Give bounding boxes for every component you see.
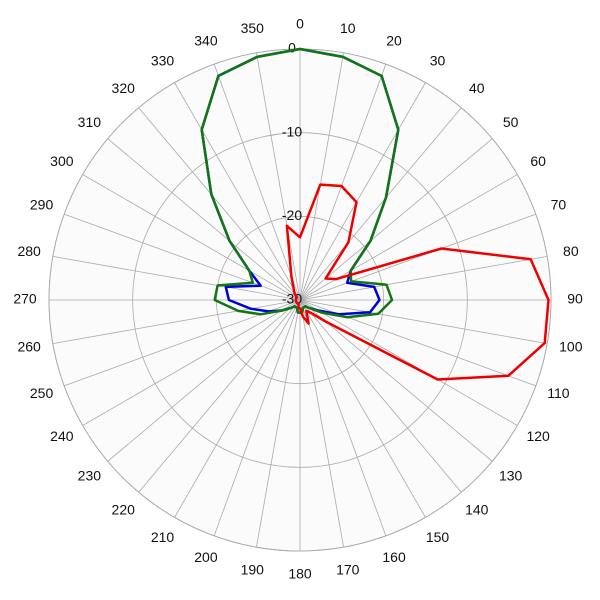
angle-label: 30 (430, 53, 446, 69)
spoke (299, 213, 536, 301)
angle-label: 180 (288, 566, 312, 582)
angle-label: 120 (526, 428, 550, 444)
spoke (138, 299, 301, 493)
spoke (299, 107, 462, 301)
angle-label: 260 (17, 338, 41, 354)
spoke (299, 82, 426, 301)
spoke (107, 138, 301, 301)
spoke (299, 64, 387, 301)
spoke (52, 299, 301, 344)
angle-label: 280 (17, 243, 41, 259)
angle-label: 100 (559, 338, 583, 354)
angle-label: 130 (499, 467, 523, 483)
angle-label: 110 (547, 385, 570, 401)
ring (132, 132, 468, 468)
angle-label: 290 (30, 197, 54, 213)
angle-label: 10 (340, 20, 356, 36)
angle-label: 200 (194, 549, 218, 565)
series-line (285, 183, 550, 381)
spoke (174, 82, 301, 301)
angle-label: 320 (112, 80, 136, 96)
spoke (299, 138, 493, 301)
angle-label: 250 (30, 385, 54, 401)
angle-label: 40 (469, 80, 485, 96)
radial-label: -10 (282, 123, 302, 139)
spoke (213, 64, 301, 301)
angle-label: 90 (567, 291, 583, 307)
angle-label: 60 (530, 153, 546, 169)
angle-label: 0 (296, 16, 304, 32)
angle-label: 310 (78, 114, 102, 130)
radial-label: 0 (288, 40, 296, 56)
angle-label: 50 (503, 114, 519, 130)
angle-label: 210 (151, 529, 175, 545)
angle-label: 330 (151, 53, 175, 69)
angle-label: 170 (336, 562, 360, 578)
angle-label: 190 (241, 562, 265, 578)
angle-label: 140 (465, 501, 489, 517)
spoke (299, 299, 426, 518)
spoke (107, 299, 301, 462)
spoke (299, 52, 344, 301)
angle-label: 160 (382, 549, 406, 565)
series-line (200, 47, 400, 319)
angle-label: 350 (241, 20, 265, 36)
spoke (299, 256, 548, 301)
spoke (213, 299, 301, 536)
spoke (299, 299, 493, 462)
angle-label: 300 (50, 153, 74, 169)
spoke (174, 299, 301, 518)
spoke (299, 299, 344, 548)
spoke (256, 299, 301, 548)
spoke (52, 256, 301, 301)
spoke (82, 174, 301, 301)
angle-label: 150 (426, 529, 450, 545)
angle-label: 240 (50, 428, 74, 444)
spoke (256, 52, 301, 301)
radial-label: -20 (282, 207, 302, 223)
angle-label: 70 (551, 197, 567, 213)
spoke (299, 299, 548, 344)
angle-label: 80 (563, 243, 579, 259)
angle-label: 230 (78, 467, 102, 483)
spoke (299, 299, 462, 493)
angle-label: 220 (112, 501, 136, 517)
spoke (299, 299, 518, 426)
angle-label: 20 (386, 32, 402, 48)
spoke (82, 299, 301, 426)
spoke (299, 299, 387, 536)
angle-label: 340 (194, 32, 218, 48)
spoke (138, 107, 301, 301)
angle-label: 270 (13, 291, 37, 307)
